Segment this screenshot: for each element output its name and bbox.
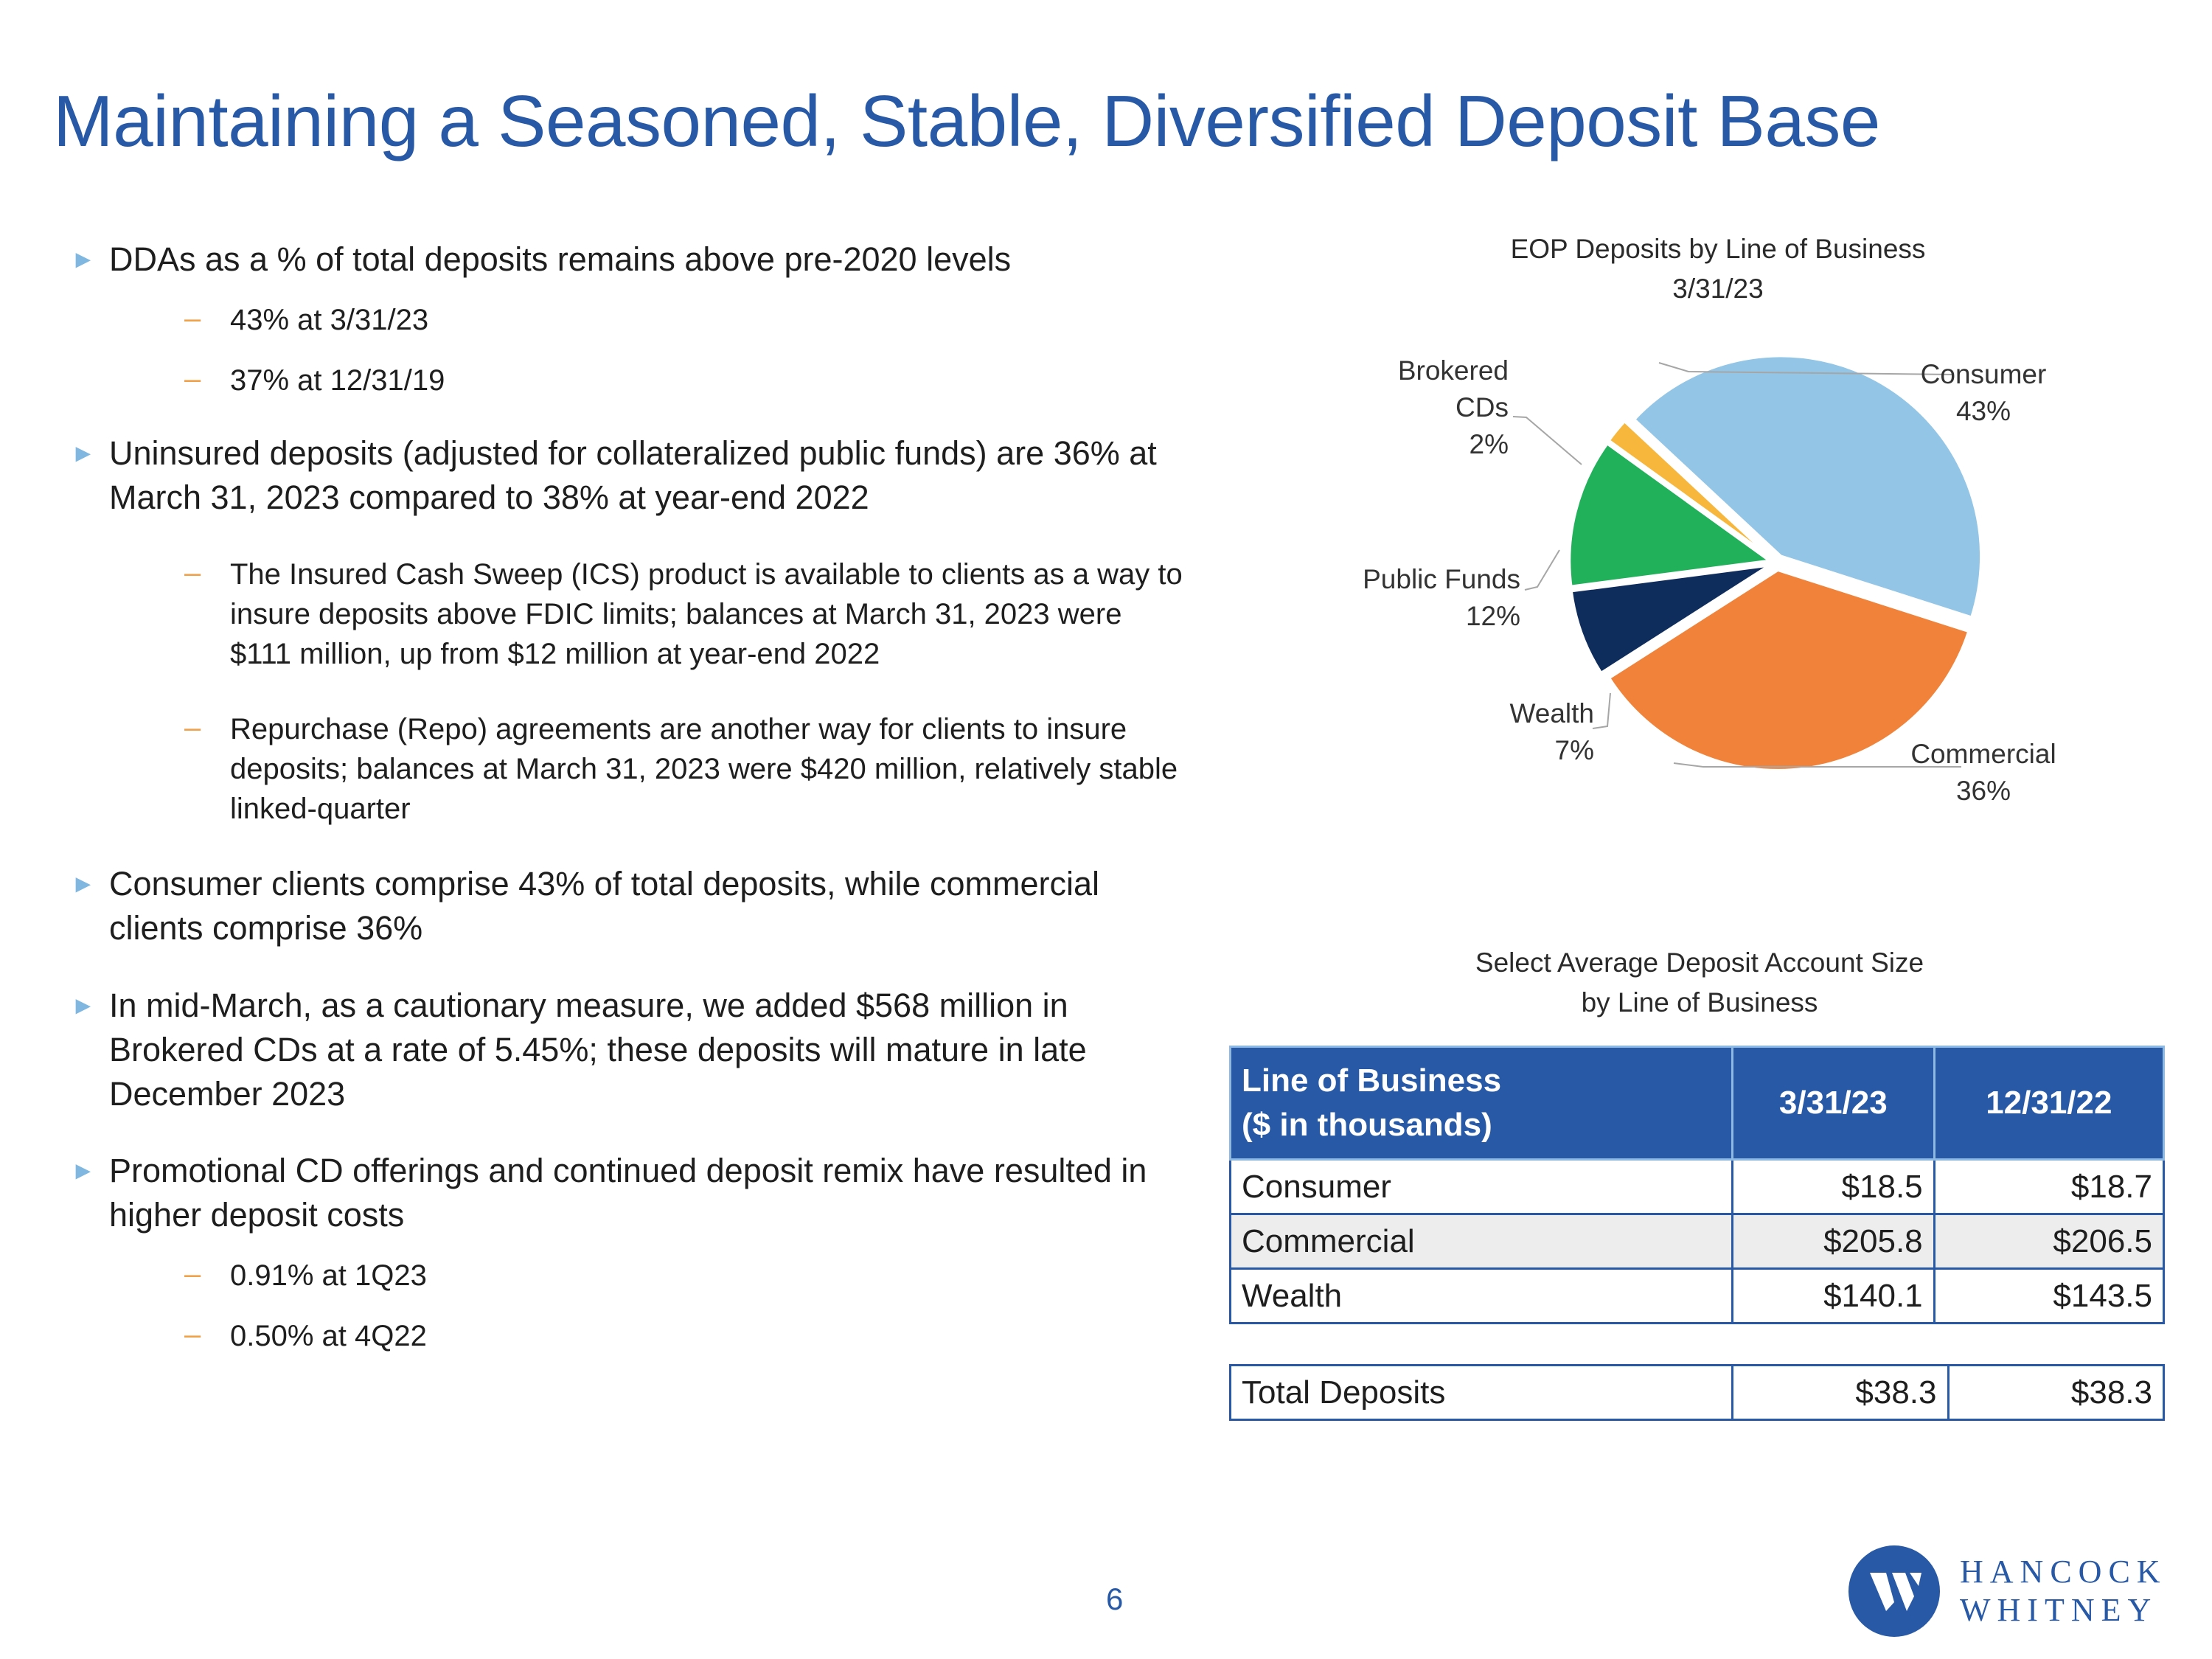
pie-slice-public-funds xyxy=(1568,441,1774,588)
pie-slice-wealth xyxy=(1569,563,1771,675)
bullet-marker: ► xyxy=(71,992,96,1020)
sub-bullet-marker: – xyxy=(184,363,201,395)
sub-bullet-text: 0.91% at 1Q23 xyxy=(230,1259,427,1292)
sub-bullet-text: 43% at 3/31/23 xyxy=(230,304,429,336)
bullet-promotional-cd: ► Promotional CD offerings and continued… xyxy=(71,1149,1193,1237)
sub-bullet-repo: – Repurchase (Repo) agreements are anoth… xyxy=(184,709,1189,829)
total-name: Total Deposits xyxy=(1229,1364,1733,1421)
header-line-of-business: Line of Business ($ in thousands) xyxy=(1229,1046,1733,1161)
table-title-line1: Select Average Deposit Account Size xyxy=(1475,947,1924,978)
chart-subtitle-line: 3/31/23 xyxy=(1672,274,1764,304)
bullet-marker: ► xyxy=(71,870,96,898)
chart-title: EOP Deposits by Line of Business 3/31/23 xyxy=(1423,229,2013,309)
page-number: 6 xyxy=(1106,1582,1124,1616)
sub-bullet-marker: – xyxy=(184,302,201,335)
bullet-brokered-cds: ► In mid-March, as a cautionary measure,… xyxy=(71,984,1193,1116)
total-deposits-table: Total Deposits $38.3 $38.3 xyxy=(1229,1364,2165,1421)
bullet-text: DDAs as a % of total deposits remains ab… xyxy=(109,240,1012,278)
header-lob-line2: ($ in thousands) xyxy=(1242,1107,1492,1143)
sub-bullet-text: 37% at 12/31/19 xyxy=(230,364,445,397)
bullet-text: In mid-March, as a cautionary measure, w… xyxy=(109,987,1087,1113)
pie-slice-brokered-cds xyxy=(1606,419,1773,560)
sub-bullet-dda-2: – 37% at 12/31/19 xyxy=(184,361,1189,400)
sub-bullet-marker: – xyxy=(184,1318,201,1351)
leader-line xyxy=(1524,549,1560,591)
table-title-line2: by Line of Business xyxy=(1581,987,1818,1018)
bullet-consumer-commercial: ► Consumer clients comprise 43% of total… xyxy=(71,862,1193,950)
bullet-marker: ► xyxy=(71,439,96,467)
table-row: Commercial $205.8 $206.5 xyxy=(1229,1213,2166,1270)
bullet-dda: ► DDAs as a % of total deposits remains … xyxy=(71,237,1193,282)
bullet-list: ► DDAs as a % of total deposits remains … xyxy=(0,0,1209,1475)
total-value-q1: $38.3 xyxy=(1731,1364,1950,1421)
logo-text-line2: WHITNEY xyxy=(1960,1592,2158,1628)
page-title: Maintaining a Seasoned, Stable, Diversif… xyxy=(53,80,1880,161)
row-value-q4: $18.7 xyxy=(1933,1158,2166,1215)
bullet-marker: ► xyxy=(71,1157,96,1185)
header-col-3-31-23: 3/31/23 xyxy=(1731,1046,1935,1161)
row-name: Wealth xyxy=(1229,1267,1733,1324)
pie-slice-consumer xyxy=(1632,354,1983,620)
header-col-12-31-22: 12/31/22 xyxy=(1933,1046,2166,1161)
bullet-text: Promotional CD offerings and continued d… xyxy=(109,1152,1147,1234)
sub-bullet-marker: – xyxy=(184,557,201,589)
row-value-q4: $206.5 xyxy=(1933,1213,2166,1270)
table-row: Consumer $18.5 $18.7 xyxy=(1229,1158,2166,1215)
row-value-q4: $143.5 xyxy=(1933,1267,2166,1324)
header-lob-line1: Line of Business xyxy=(1242,1062,1502,1099)
sub-bullet-ics: – The Insured Cash Sweep (ICS) product i… xyxy=(184,554,1189,674)
bullet-marker: ► xyxy=(71,246,96,274)
row-name: Consumer xyxy=(1229,1158,1733,1215)
sub-bullet-marker: – xyxy=(184,712,201,744)
pie-slice-commercial xyxy=(1607,568,1971,772)
hancock-whitney-logo-icon xyxy=(1848,1545,1940,1637)
row-value-q1: $205.8 xyxy=(1731,1213,1935,1270)
total-row: Total Deposits $38.3 $38.3 xyxy=(1229,1364,2165,1421)
logo-text-line1: HANCOCK xyxy=(1960,1554,2167,1590)
leader-line xyxy=(1673,762,1961,768)
pie-chart: Consumer 43% Commercial 36% Wealth 7% Public F… xyxy=(1363,354,2056,806)
row-value-q1: $18.5 xyxy=(1731,1158,1935,1215)
leader-line xyxy=(1658,362,1955,375)
total-value-q4: $38.3 xyxy=(1947,1364,2165,1421)
deposit-size-table: Line of Business ($ in thousands) 3/31/2… xyxy=(1229,1046,2166,1324)
row-name: Commercial xyxy=(1229,1213,1733,1270)
sub-bullet-cost-4q22: – 0.50% at 4Q22 xyxy=(184,1316,1189,1356)
bullet-text: Uninsured deposits (adjusted for collate… xyxy=(109,434,1157,516)
leader-line xyxy=(1592,692,1611,729)
bullet-uninsured: ► Uninsured deposits (adjusted for colla… xyxy=(71,431,1193,520)
table-title: Select Average Deposit Account Size by L… xyxy=(1349,943,2050,1023)
sub-bullet-text: The Insured Cash Sweep (ICS) product is … xyxy=(230,558,1183,670)
pie-label-public-funds: Public Funds 12% xyxy=(1363,564,1520,631)
pie-label-wealth: Wealth 7% xyxy=(1510,698,1595,765)
chart-title-line: EOP Deposits by Line of Business xyxy=(1510,234,1926,264)
leader-line xyxy=(1512,416,1582,465)
table-header-row: Line of Business ($ in thousands) 3/31/2… xyxy=(1229,1046,2166,1161)
pie-label-consumer: Consumer 43% xyxy=(1921,359,2047,426)
table-row: Wealth $140.1 $143.5 xyxy=(1229,1267,2166,1324)
sub-bullet-text: Repurchase (Repo) agreements are another… xyxy=(230,713,1178,825)
pie-label-commercial: Commercial 36% xyxy=(1910,739,2056,806)
row-value-q1: $140.1 xyxy=(1731,1267,1935,1324)
pie-label-brokered-cds: Brokered CDs 2% xyxy=(1398,355,1509,459)
bullet-text: Consumer clients comprise 43% of total d… xyxy=(109,865,1100,947)
sub-bullet-marker: – xyxy=(184,1258,201,1290)
sub-bullet-dda-1: – 43% at 3/31/23 xyxy=(184,300,1189,340)
sub-bullet-text: 0.50% at 4Q22 xyxy=(230,1320,427,1352)
sub-bullet-cost-1q23: – 0.91% at 1Q23 xyxy=(184,1256,1189,1295)
